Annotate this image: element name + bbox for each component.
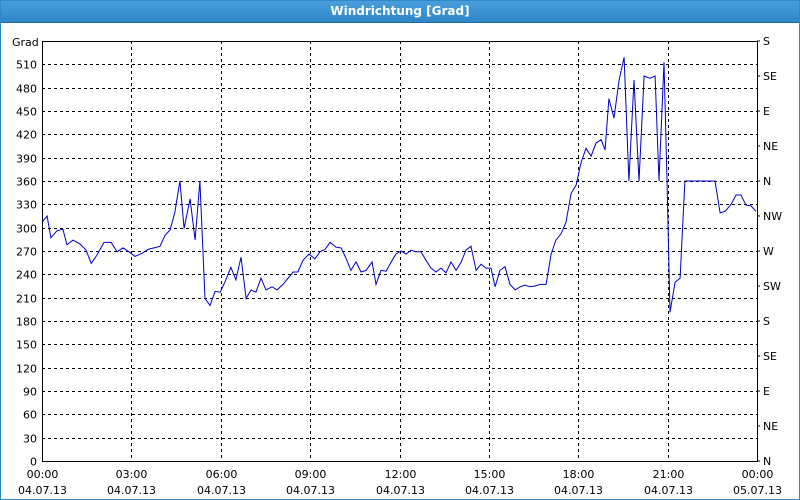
y-tick-label: 210 [16,293,37,306]
x-tick-date: 04.07.13 [286,484,335,497]
y-tick-label: 420 [16,129,37,142]
plot-border [42,41,758,462]
y2-tick-label: NW [763,210,782,223]
y2-tick-label: E [763,385,770,398]
x-tick-date: 04.07.13 [644,484,693,497]
x-tick-label: 00:00 [742,468,774,481]
x-tick-label: 06:00 [206,468,238,481]
y-tick-label: 510 [16,59,37,72]
x-tick-label: 00:00 [27,468,59,481]
x-tick-date: 04.07.13 [18,484,67,497]
y-tick-label: 30 [23,433,37,446]
y2-tick-label: N [763,455,771,468]
y-tick-label: 390 [16,153,37,166]
y-tick-label: 150 [16,339,37,352]
x-tick-date: 04.07.13 [465,484,514,497]
x-tick-date: 05.07.13 [733,484,782,497]
y-tick-label: 300 [16,223,37,236]
y-tick-label: 180 [16,316,37,329]
y2-tick-label: S [763,35,770,48]
x-tick-label: 03:00 [116,468,148,481]
title-bar: Windrichtung [Grad] [0,0,800,23]
y-tick-label: 60 [23,409,37,422]
y-tick-label: 240 [16,269,37,282]
x-tick-label: 09:00 [295,468,327,481]
y-tick-label: 360 [16,176,37,189]
y2-tick-label: SE [763,350,777,363]
x-tick-label: 18:00 [563,468,595,481]
data-line [41,57,757,313]
y-tick-label: 270 [16,246,37,259]
y2-tick-label: W [763,245,774,258]
y2-tick-label: NE [763,420,778,433]
x-tick-date: 04.07.13 [107,484,156,497]
y-tick-label: 0 [30,456,37,469]
y2-tick-label: E [763,105,770,118]
y-tick-label: 120 [16,363,37,376]
y2-tick-label: SE [763,70,777,83]
x-tick-label: 12:00 [385,468,417,481]
y2-tick-label: N [763,175,771,188]
y2-tick-label: SW [763,280,781,293]
y-tick-label: 90 [23,386,37,399]
y-tick-label: 330 [16,199,37,212]
x-tick-date: 04.07.13 [197,484,246,497]
x-tick-date: 04.07.13 [554,484,603,497]
y2-tick-label: NE [763,140,778,153]
y-tick-label: 450 [16,106,37,119]
y-tick-label: 480 [16,83,37,96]
y2-tick-label: S [763,315,770,328]
y-axis-label: Grad [12,36,39,49]
x-tick-label: 15:00 [474,468,506,481]
x-tick-label: 21:00 [653,468,685,481]
x-tick-date: 04.07.13 [376,484,425,497]
